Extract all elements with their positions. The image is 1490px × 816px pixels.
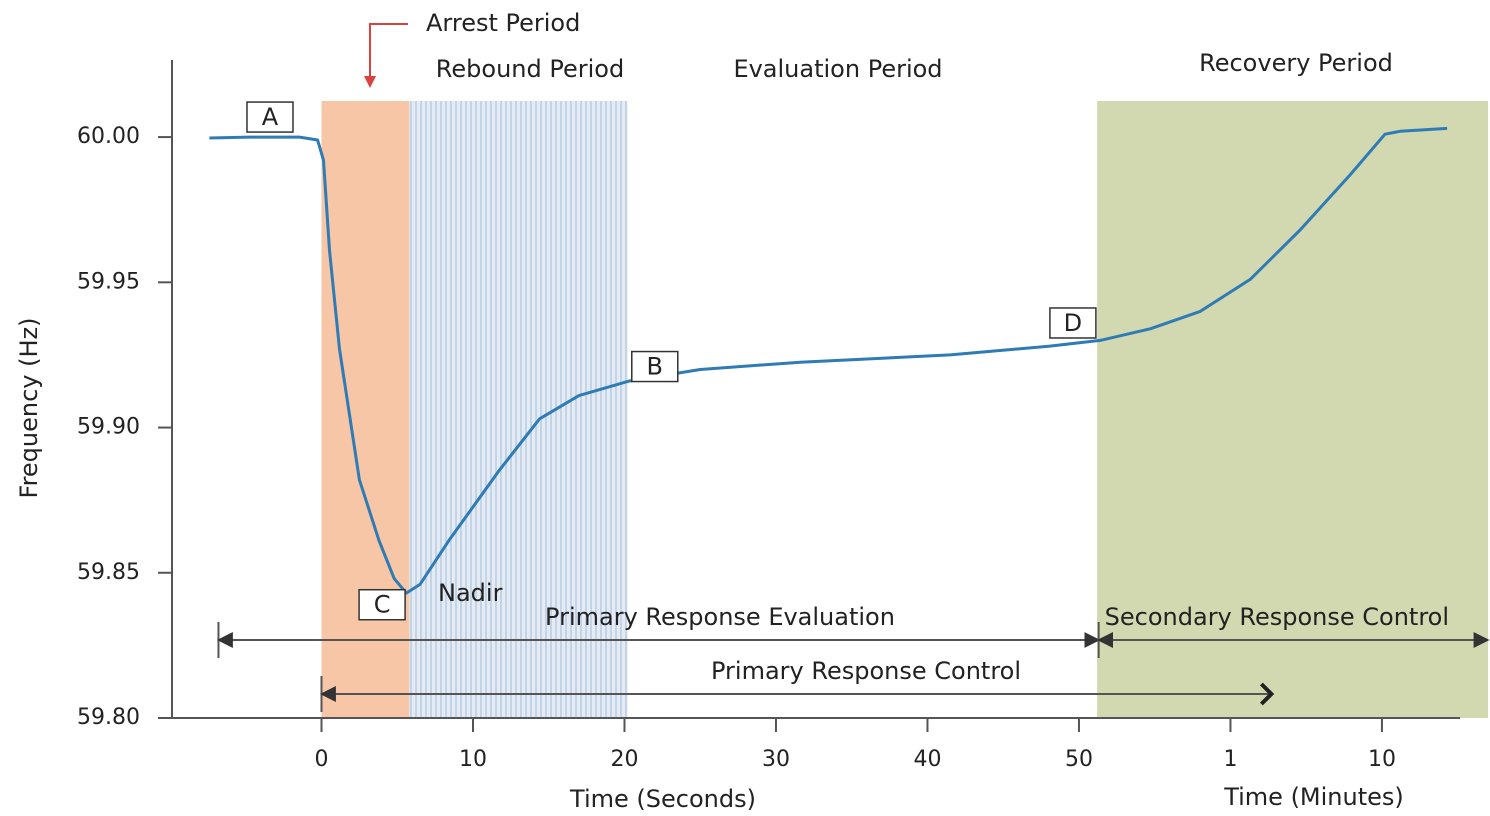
y-tick-label: 60.00	[77, 124, 140, 149]
period-label: Evaluation Period	[733, 55, 942, 83]
point-label-box	[246, 101, 294, 133]
span-label: Primary Response Control	[711, 657, 1021, 685]
x-tick-label: 10	[459, 747, 487, 772]
x-tick-label: 50	[1065, 747, 1093, 772]
y-tick-label: 59.90	[77, 415, 140, 440]
period-band	[409, 101, 628, 718]
period-band	[1097, 101, 1488, 718]
period-label: Rebound Period	[436, 55, 624, 83]
span-chevron	[1259, 682, 1275, 706]
x-tick-label: 40	[913, 747, 941, 772]
point-label: B	[647, 353, 663, 381]
x-axis-label: Time (Minutes)	[1223, 783, 1404, 811]
point-label: A	[262, 103, 279, 131]
period-label: Arrest Period	[426, 9, 580, 37]
x-axis-label: Time (Seconds)	[569, 785, 756, 813]
frequency-line	[209, 126, 1448, 595]
x-tick-label: 10	[1368, 747, 1396, 772]
y-tick-label: 59.85	[77, 560, 140, 585]
period-band	[321, 101, 410, 718]
nadir-label: Nadir	[438, 579, 503, 607]
period-label: Recovery Period	[1199, 49, 1393, 77]
point-label-box	[1049, 307, 1097, 339]
span-label: Primary Response Evaluation	[545, 603, 895, 631]
point-label-box	[631, 350, 679, 383]
x-tick-label: 0	[314, 747, 328, 772]
point-label-box	[358, 588, 406, 621]
point-label: D	[1064, 309, 1082, 337]
span-label: Secondary Response Control	[1105, 603, 1449, 631]
x-tick-label: 30	[762, 747, 790, 772]
y-tick-label: 59.95	[77, 269, 140, 294]
point-label: C	[374, 591, 391, 619]
background-layer	[321, 101, 1488, 718]
x-tick-label: 1	[1223, 747, 1237, 772]
y-axis-label: Frequency (Hz)	[15, 318, 43, 499]
y-tick-label: 59.80	[77, 705, 140, 730]
x-tick-label: 20	[610, 747, 638, 772]
arrest-arrow-head	[364, 76, 376, 88]
arrest-arrow	[369, 23, 408, 82]
